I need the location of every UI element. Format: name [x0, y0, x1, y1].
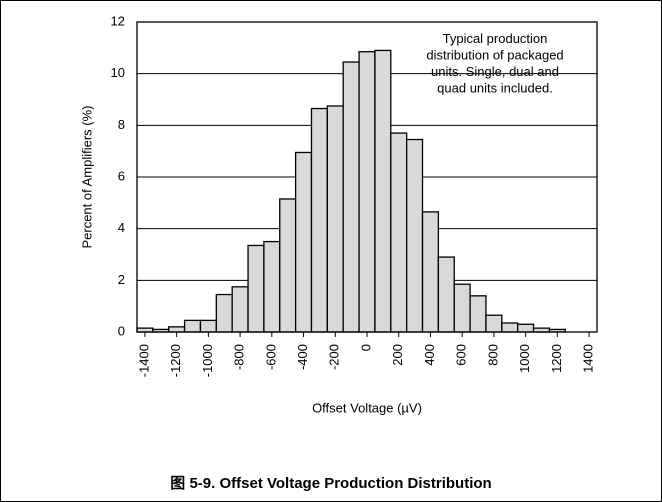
bar: [517, 323, 535, 333]
bar: [215, 293, 233, 333]
bar: [168, 326, 186, 333]
x-tick-label: -600: [263, 344, 278, 370]
x-tick-label: 400: [422, 344, 437, 366]
x-tick-label: 600: [454, 344, 469, 366]
y-tick-label: 4: [118, 220, 125, 235]
x-tick-label: 200: [390, 344, 405, 366]
bar: [247, 244, 265, 333]
caption: 图 5-9. Offset Voltage Production Distrib…: [170, 475, 491, 492]
x-tick-label: -1400: [136, 344, 151, 377]
bar: [199, 319, 217, 333]
x-tick-label: 0: [358, 344, 373, 351]
annotation-line: distribution of packaged: [426, 48, 563, 63]
x-tick-label: -1200: [168, 344, 183, 377]
x-tick-label: 800: [485, 344, 500, 366]
y-tick-label: 0: [118, 323, 125, 338]
bar: [469, 295, 487, 333]
bar: [358, 51, 376, 333]
bar: [279, 198, 297, 333]
bar: [406, 138, 424, 333]
y-tick-label: 2: [118, 272, 125, 287]
x-tick-label: -400: [295, 344, 310, 370]
x-tick-label: 1200: [549, 344, 564, 373]
bar: [485, 314, 503, 333]
x-tick-label: -1000: [200, 344, 215, 377]
y-tick-label: 6: [118, 168, 125, 183]
bar: [263, 240, 281, 333]
bar: [231, 286, 249, 333]
bar: [453, 283, 471, 333]
x-tick-label: -200: [327, 344, 342, 370]
bar: [501, 322, 519, 333]
bar: [183, 319, 202, 333]
bar: [310, 107, 328, 333]
annotation-line: units. Single, dual and: [431, 64, 559, 79]
bar: [294, 151, 313, 333]
x-tick-label: 1400: [581, 344, 596, 373]
y-tick-label: 12: [111, 13, 125, 28]
bar: [342, 61, 360, 333]
bar: [421, 211, 440, 333]
bar: [390, 132, 408, 333]
x-axis-label: Offset Voltage (µV): [312, 400, 422, 415]
y-tick-label: 8: [118, 117, 125, 132]
x-tick-label: 1000: [517, 344, 532, 373]
bar: [326, 105, 344, 333]
bar: [437, 256, 455, 333]
annotation-line: Typical production: [443, 31, 548, 46]
y-tick-label: 10: [111, 65, 125, 80]
y-axis-label: Percent of Amplifiers (%): [79, 105, 94, 248]
bar: [374, 49, 392, 333]
annotation-line: quad units included.: [437, 81, 553, 96]
annotation: Typical production distribution of packag…: [426, 31, 563, 96]
x-tick-label: -800: [232, 344, 247, 370]
